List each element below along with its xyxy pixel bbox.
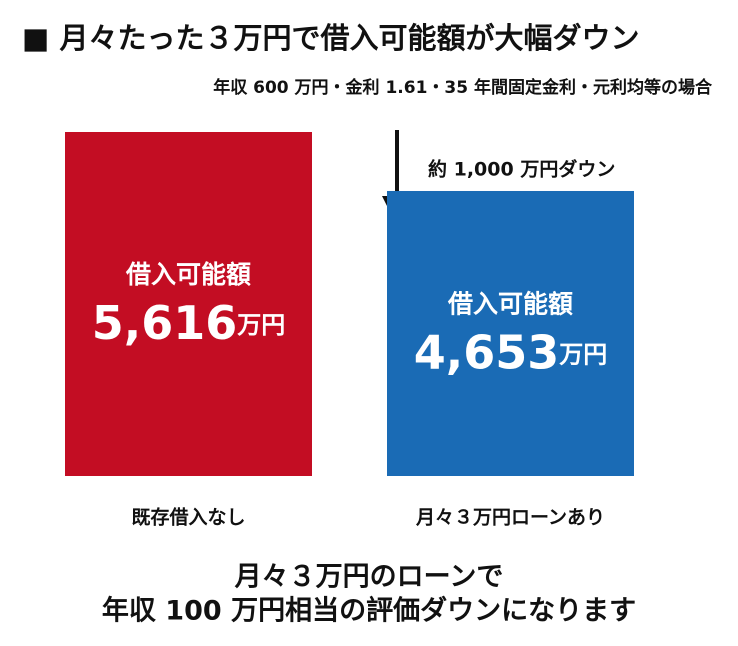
value-label: 5,616万円 [92, 296, 286, 350]
value-unit: 万円 [559, 340, 607, 368]
chart-title: ■ 月々たった３万円で借入可能額が大幅ダウン [22, 21, 640, 55]
x-tick-label: 月々３万円ローンあり [415, 507, 605, 529]
bar [387, 190, 634, 476]
footer-line: 月々３万円のローンで [234, 562, 504, 593]
bar-label: 借入可能額 [447, 289, 573, 318]
chart-subtitle: 年収 600 万円・金利 1.61・35 年間固定金利・元利均等の場合 [213, 77, 713, 98]
bar-label: 借入可能額 [125, 260, 251, 289]
value-number: 5,616 [92, 296, 238, 350]
footer-line: 年収 100 万円相当の評価ダウンになります [102, 595, 636, 627]
value-unit: 万円 [237, 311, 285, 339]
bar [65, 132, 312, 476]
x-tick-label: 既存借入なし [131, 506, 245, 529]
value-label: 4,653万円 [414, 325, 608, 379]
value-number: 4,653 [414, 325, 560, 379]
annotation: 約 1,000 万円ダウン [428, 158, 615, 181]
